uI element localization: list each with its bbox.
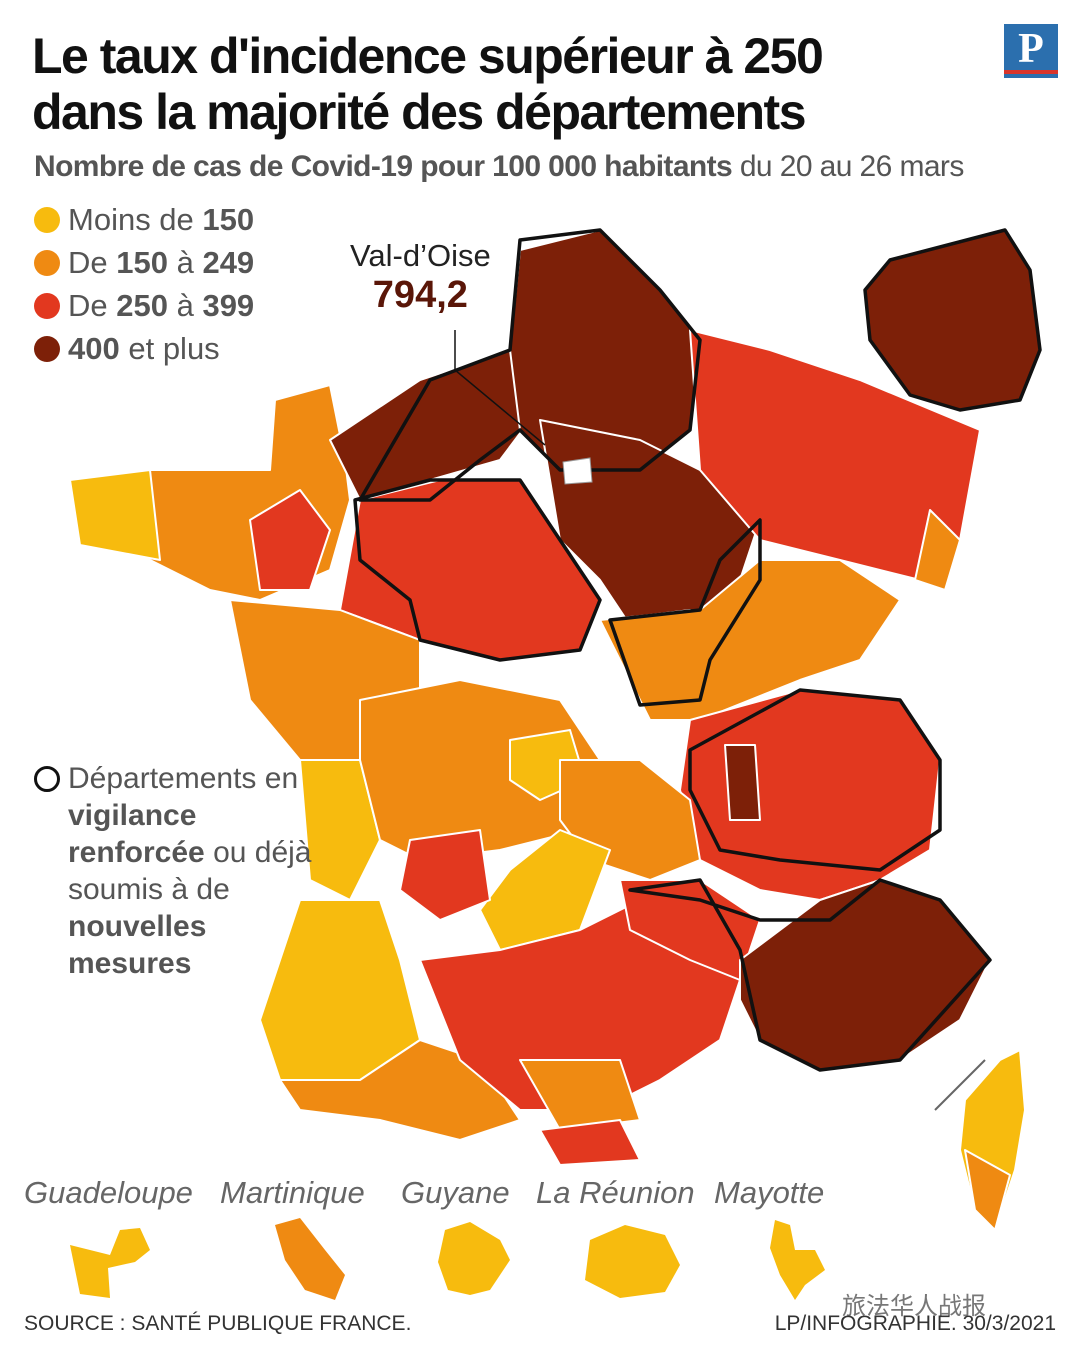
label-la-reunion: La Réunion <box>536 1175 695 1210</box>
label-guyane: Guyane <box>401 1175 510 1210</box>
legend-swatch-mid <box>34 249 60 276</box>
guyane-shape <box>438 1222 510 1295</box>
region-pyrenees-west <box>279 1039 521 1141</box>
legend-label: Moins de 150 <box>68 201 255 237</box>
subtitle-bold: Nombre de cas de Covid-19 pour 100 000 h… <box>34 150 733 183</box>
region-pyrenees-orientales <box>539 1119 641 1166</box>
legend-label: 400 et plus <box>68 330 220 366</box>
legend-swatch-high <box>34 292 60 319</box>
legend-item-low: Moins de 150 <box>34 198 254 241</box>
vigilance-legend: Départements en vigilance renforcée ou d… <box>34 760 334 982</box>
label-martinique: Martinique <box>220 1175 365 1210</box>
page-title: Le taux d'incidence supérieur à 250 dans… <box>32 28 932 140</box>
region-nouvelle-aquitaine-north <box>299 759 381 901</box>
paris-hole <box>562 457 593 485</box>
vigilance-text: Départements en vigilance renforcée ou d… <box>68 762 312 980</box>
legend: Moins de 150 De 150 à 249 De 250 à 399 4… <box>34 198 254 370</box>
martinique-shape <box>275 1218 345 1300</box>
title-line-2: dans la majorité des départements <box>32 84 807 140</box>
legend-swatch-veryhigh <box>34 335 60 362</box>
reunion-shape <box>585 1225 680 1298</box>
guadeloupe-shape <box>70 1228 150 1298</box>
legend-item-veryhigh: 400 et plus <box>34 327 254 370</box>
region-normandy <box>329 349 531 501</box>
subtitle: Nombre de cas de Covid-19 pour 100 000 h… <box>34 150 964 184</box>
vigilance-ring-icon <box>34 766 60 792</box>
region-aude <box>519 1059 641 1131</box>
region-occitanie-east <box>419 899 741 1111</box>
callout-leader-line-2 <box>454 369 546 446</box>
vigilance-outlines <box>353 228 1042 1072</box>
label-guadeloupe: Guadeloupe <box>24 1175 193 1210</box>
region-burgundy <box>599 559 901 721</box>
region-rhone <box>724 744 761 821</box>
region-finistere <box>69 469 161 561</box>
label-mayotte: Mayotte <box>714 1175 825 1210</box>
le-parisien-logo: P <box>1004 24 1058 78</box>
legend-swatch-low <box>34 206 60 233</box>
region-dordogne <box>399 829 491 921</box>
overseas-labels: Guadeloupe Martinique Guyane La Réunion … <box>24 1175 844 1219</box>
legend-item-mid: De 150 à 249 <box>34 241 254 284</box>
region-ille-et-vilaine <box>249 489 331 591</box>
credit-text: LP/INFOGRAPHIE. 30/3/2021 <box>774 1312 1056 1335</box>
callout-name: Val-d’Oise <box>350 238 491 273</box>
region-corse-du-sud <box>964 1149 1011 1231</box>
subtitle-rest: du 20 au 26 mars <box>732 150 964 183</box>
title-line-1: Le taux d'incidence supérieur à 250 <box>32 28 824 84</box>
legend-label: De 150 à 249 <box>68 244 255 280</box>
legend-item-high: De 250 à 399 <box>34 284 254 327</box>
region-rhone-alpes <box>679 689 941 901</box>
region-paca <box>739 879 991 1071</box>
val-d-oise-callout: Val-d’Oise 794,2 <box>350 238 491 317</box>
callout-value: 794,2 <box>372 274 468 316</box>
source-text: SOURCE : SANTÉ PUBLIQUE FRANCE. <box>24 1312 412 1335</box>
corsica-inset-bracket <box>934 1059 986 1111</box>
mayotte-shape <box>770 1220 825 1300</box>
paris-inset <box>864 229 1041 411</box>
watermark-text: 旅法华人战报 <box>842 1293 986 1320</box>
region-limousin <box>359 679 601 861</box>
legend-label: De 250 à 399 <box>68 287 255 323</box>
region-alsace <box>914 509 961 591</box>
